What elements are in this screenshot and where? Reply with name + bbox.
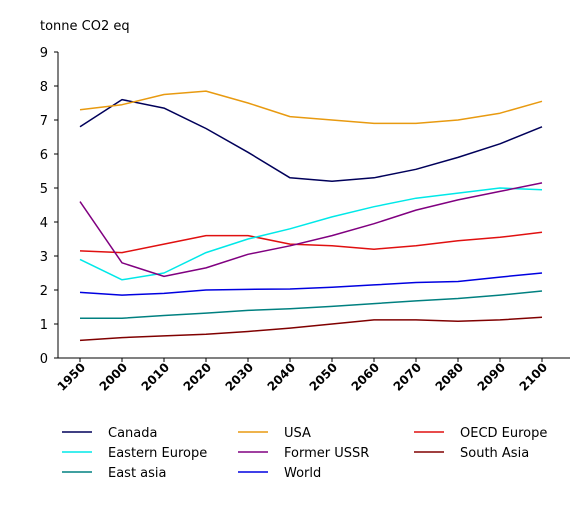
y-tick-label: 9 bbox=[40, 46, 48, 61]
x-tick-label: 2000 bbox=[97, 360, 131, 394]
legend-label-usa: USA bbox=[284, 426, 311, 441]
series-line-oecd-europe bbox=[79, 231, 543, 254]
y-tick-label: 0 bbox=[40, 352, 48, 367]
x-tick-label: 2020 bbox=[181, 360, 215, 394]
x-tick-label: 2050 bbox=[307, 360, 341, 394]
y-tick-label: 3 bbox=[40, 250, 48, 265]
series-line-canada bbox=[79, 98, 543, 182]
series-line-east-asia bbox=[80, 290, 543, 319]
y-tick-label: 2 bbox=[40, 284, 48, 299]
y-axis-unit-label: tonne CO2 eq bbox=[40, 19, 130, 34]
y-tick-label: 4 bbox=[40, 216, 48, 231]
x-tick-label: 2060 bbox=[349, 360, 383, 394]
x-tick-label: 2010 bbox=[139, 360, 173, 394]
x-tick-label: 2070 bbox=[391, 360, 425, 394]
legend: Canada Eastern Europe East asia USA Former U… bbox=[62, 426, 547, 481]
y-tick-label: 6 bbox=[40, 148, 48, 163]
legend-label-oecd-europe: OECD Europe bbox=[460, 426, 547, 441]
series-line-world bbox=[79, 272, 543, 296]
legend-label-south-asia: South Asia bbox=[460, 446, 529, 461]
x-tick-label: 2030 bbox=[223, 360, 257, 394]
series-line-usa bbox=[79, 90, 543, 125]
legend-label-canada: Canada bbox=[108, 426, 157, 441]
series-line-former-ussr bbox=[79, 182, 543, 278]
x-tick-label: 2040 bbox=[265, 360, 299, 394]
y-tick-label: 1 bbox=[40, 318, 48, 333]
legend-label-eastern-europe: Eastern Europe bbox=[108, 446, 207, 461]
x-tick-label: 1950 bbox=[55, 360, 89, 394]
legend-label-east-asia: East asia bbox=[108, 466, 167, 481]
legend-label-former-ussr: Former USSR bbox=[284, 446, 369, 461]
x-tick-label: 2090 bbox=[475, 360, 509, 394]
y-tick-label: 7 bbox=[40, 114, 48, 129]
x-tick-label: 2100 bbox=[517, 360, 551, 394]
y-tick-label: 8 bbox=[40, 80, 48, 95]
series-line-eastern-europe bbox=[79, 187, 543, 281]
y-tick-label: 5 bbox=[40, 182, 48, 197]
series-line-south-asia bbox=[79, 316, 543, 342]
x-tick-label: 2080 bbox=[433, 360, 467, 394]
legend-label-world: World bbox=[284, 466, 321, 481]
